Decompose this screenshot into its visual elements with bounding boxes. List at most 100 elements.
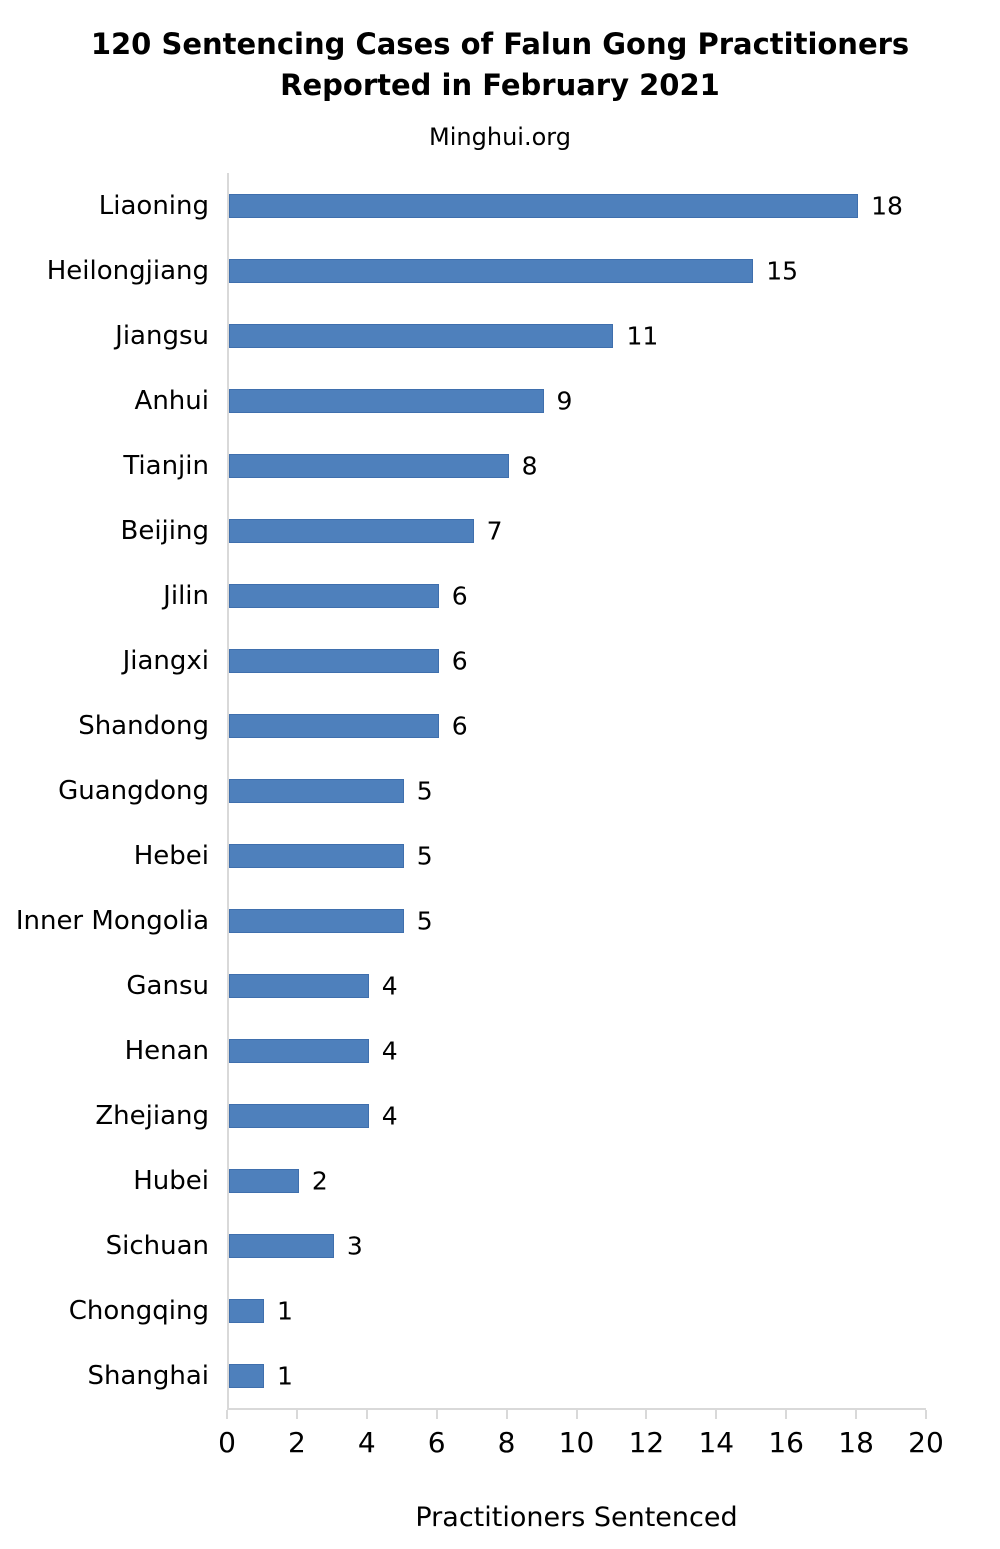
bar-track: 6 [227,563,926,628]
chart-title: 120 Sentencing Cases of Falun Gong Pract… [65,24,935,106]
category-label: Jiangsu [115,320,209,351]
bar-track: 8 [227,433,926,498]
x-axis-tick [855,1410,858,1419]
value-label: 1 [276,1361,293,1390]
category-label: Gansu [126,970,209,1001]
category-label: Shandong [78,710,209,741]
bar [229,453,509,478]
value-label: 15 [766,256,799,285]
value-label: 7 [486,516,503,545]
x-axis-tick [365,1410,368,1419]
bar [229,778,404,803]
bar-row: Hubei 2 [0,1148,1000,1213]
x-axis-title: Practitioners Sentenced [415,1502,738,1533]
x-axis-tick [435,1410,438,1419]
bar-track: 3 [227,1213,926,1278]
bar-rows: Liaoning 18 Heilongjiang 15 Jiangsu 11 Anhui 9 T… [0,173,1000,1408]
category-label: Chongqing [68,1295,209,1326]
chart-title-line-2: Reported in February 2021 [280,68,720,102]
value-label: 6 [451,646,468,675]
bar-row: Jiangxi 6 [0,628,1000,693]
bar [229,583,439,608]
bar-row: Henan 4 [0,1018,1000,1083]
value-label: 9 [556,386,573,415]
bar-row: Guangdong 5 [0,758,1000,823]
x-axis-tick [925,1410,927,1419]
x-axis-tick [226,1410,228,1419]
category-label: Sichuan [105,1230,209,1261]
bar [229,648,439,673]
bar-track: 4 [227,1083,926,1148]
bar-row: Liaoning 18 [0,173,1000,238]
bar-track: 1 [227,1278,926,1343]
bar-track: 11 [227,303,926,368]
bar-track: 5 [227,888,926,953]
value-label: 18 [871,191,903,220]
category-label: Zhejiang [95,1100,209,1131]
value-label: 4 [381,1036,398,1065]
bar-row: Gansu 4 [0,953,1000,1018]
bar [229,1038,369,1063]
bar-row: Jilin 6 [0,563,1000,628]
value-label: 4 [381,971,398,1000]
chart-subtitle: Minghui.org [429,123,571,151]
bar-row: Shandong 6 [0,693,1000,758]
category-label: Shanghai [87,1360,209,1391]
bar [229,1233,334,1258]
chart-title-line-1: 120 Sentencing Cases of Falun Gong Pract… [90,27,910,61]
bar-chart-plot-area: Liaoning 18 Heilongjiang 15 Jiangsu 11 Anhui 9 T… [0,173,1000,1533]
category-label: Guangdong [58,775,209,806]
value-label: 8 [521,451,538,480]
category-label: Jilin [163,580,209,611]
bar-row: Beijing 7 [0,498,1000,563]
x-axis-tick [645,1410,648,1419]
bar-track: 5 [227,758,926,823]
value-label: 11 [626,321,659,350]
category-label: Heilongjiang [46,255,209,286]
bar-row: Hebei 5 [0,823,1000,888]
bar [229,713,439,738]
value-label: 4 [381,1101,398,1130]
bar-row: Jiangsu 11 [0,303,1000,368]
bar [229,388,544,413]
category-label: Beijing [120,515,210,546]
value-label: 5 [416,841,433,870]
bar [229,1103,369,1128]
x-axis-tick-label: 4 [357,1426,376,1459]
bar-track: 18 [227,173,926,238]
bar-row: Tianjin 8 [0,433,1000,498]
category-label: Jiangxi [122,645,209,676]
x-axis-tick-label: 14 [698,1426,735,1459]
bar-row: Chongqing 1 [0,1278,1000,1343]
bar [229,518,474,543]
bar-track: 7 [227,498,926,563]
bar-track: 15 [227,238,926,303]
bar [229,1298,264,1323]
x-axis-tick-label: 10 [558,1426,595,1459]
bar-row: Sichuan 3 [0,1213,1000,1278]
x-axis-tick-label: 6 [427,1426,446,1459]
bar-track: 9 [227,368,926,433]
x-axis-tick-label: 12 [628,1426,665,1459]
bar-track: 5 [227,823,926,888]
bar-track: 1 [227,1343,926,1408]
value-label: 2 [311,1166,328,1195]
category-label: Tianjin [123,450,209,481]
category-label: Anhui [134,385,209,416]
bar [229,908,404,933]
category-label: Inner Mongolia [15,905,209,936]
value-label: 6 [451,581,468,610]
bar [229,973,369,998]
bar-track: 4 [227,953,926,1018]
category-label: Liaoning [98,190,209,221]
bar-track: 2 [227,1148,926,1213]
value-label: 5 [416,906,433,935]
bar-row: Zhejiang 4 [0,1083,1000,1148]
x-axis-tick [295,1410,298,1419]
value-label: 5 [416,776,433,805]
value-label: 1 [276,1296,293,1325]
bar-track: 4 [227,1018,926,1083]
x-axis-tick [715,1410,718,1419]
x-axis-tick-label: 18 [838,1426,874,1459]
